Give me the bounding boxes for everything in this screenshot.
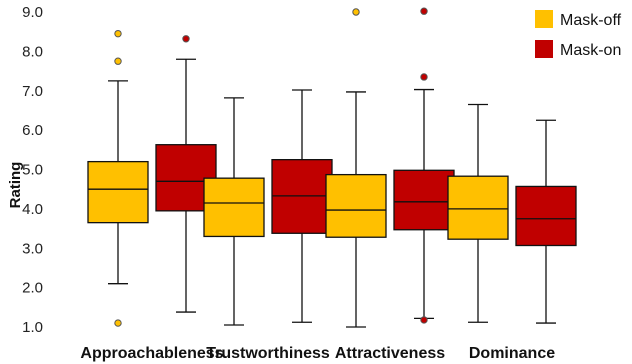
outlier-point xyxy=(114,319,122,327)
box-iqr xyxy=(447,175,509,240)
outlier-point xyxy=(182,35,190,43)
category-label: Approachableness xyxy=(80,345,223,362)
y-tick-label: 3.0 xyxy=(22,240,43,257)
y-tick-label: 6.0 xyxy=(22,122,43,139)
y-tick-label: 2.0 xyxy=(22,280,43,297)
box-0-3 xyxy=(447,103,509,323)
box-groups xyxy=(87,7,577,328)
legend-label: Mask-off xyxy=(560,12,622,29)
box-iqr xyxy=(515,185,577,247)
category-label: Dominance xyxy=(469,345,555,362)
legend-swatch xyxy=(535,40,553,58)
outlier-point xyxy=(114,57,122,65)
y-tick-label: 4.0 xyxy=(22,201,43,218)
box-1-2 xyxy=(393,7,455,324)
outlier-point xyxy=(114,29,122,38)
box-iqr xyxy=(325,173,387,238)
y-tick-label: 1.0 xyxy=(22,319,43,336)
outlier-point xyxy=(420,316,428,324)
legend-swatch xyxy=(535,10,553,28)
outlier-point xyxy=(420,73,428,81)
box-1-3 xyxy=(515,119,577,324)
category-label: Attractiveness xyxy=(335,345,445,362)
y-tick-label: 8.0 xyxy=(22,43,43,60)
y-tick-label: 5.0 xyxy=(22,162,43,179)
box-iqr xyxy=(393,169,455,231)
y-tick-label: 9.0 xyxy=(22,4,43,21)
legend: Mask-off Mask-on xyxy=(535,10,622,59)
legend-label: Mask-on xyxy=(560,42,621,59)
outlier-point xyxy=(420,7,428,15)
y-tick-label: 7.0 xyxy=(22,83,43,100)
y-axis-title: Rating xyxy=(7,162,24,209)
box-iqr xyxy=(87,160,149,224)
box-0-0 xyxy=(87,29,149,327)
box-1-0 xyxy=(155,35,217,313)
box-iqr xyxy=(203,177,265,238)
box-0-1 xyxy=(203,97,265,326)
outlier-point xyxy=(352,8,360,16)
category-label: Trustworthiness xyxy=(206,345,330,362)
y-axis: 1.0 2.0 3.0 4.0 5.0 6.0 7.0 8.0 9.0 xyxy=(22,4,43,336)
box-1-1 xyxy=(271,89,333,323)
box-0-2 xyxy=(325,8,387,328)
